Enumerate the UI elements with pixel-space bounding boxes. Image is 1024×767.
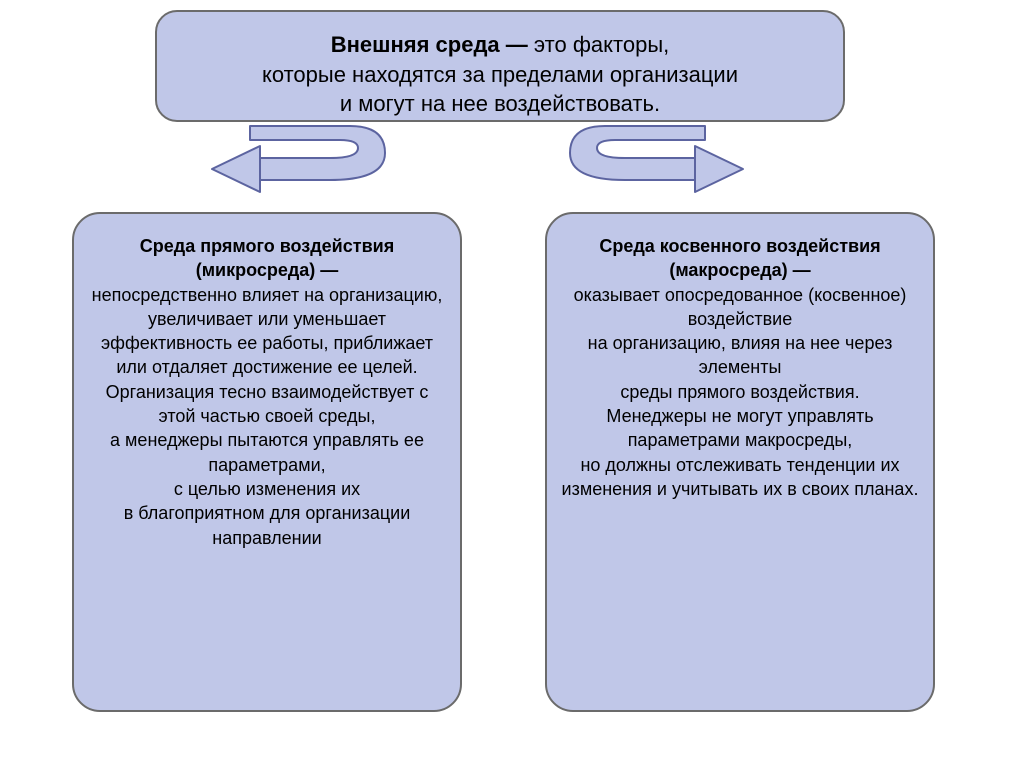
micro-title-2: (микросреда) — [88,258,446,282]
macroenvironment-box: Среда косвенного воздействия (макросреда… [545,212,935,712]
body-line: оказывает опосредованное (косвенное) воз… [561,283,919,332]
body-line: а менеджеры пытаются управлять ее параме… [88,428,446,477]
body-line: но должны отслеживать тенденции их измен… [561,453,919,502]
body-line: среды прямого воздействия. [561,380,919,404]
definition-line-3: и могут на нее воздействовать. [197,89,803,119]
macro-title-1: Среда косвенного воздействия [561,234,919,258]
body-line: с целью изменения их [88,477,446,501]
definition-line-2: которые находятся за пределами организац… [197,60,803,90]
body-line: непосредственно влияет на организацию, [88,283,446,307]
micro-title-1: Среда прямого воздействия [88,234,446,258]
arrow-right [565,118,765,208]
definition-box: Внешняя среда — это факторы, которые нах… [155,10,845,122]
macro-title-2: (макросреда) — [561,258,919,282]
body-line: увеличивает или уменьшает эффективность … [88,307,446,380]
body-line: Организация тесно взаимодействует с этой… [88,380,446,429]
body-line: параметрами макросреды, [561,428,919,452]
body-line: на организацию, влияя на нее через элеме… [561,331,919,380]
micro-body: непосредственно влияет на организацию,ув… [88,283,446,550]
macro-body: оказывает опосредованное (косвенное) воз… [561,283,919,502]
microenvironment-box: Среда прямого воздействия (микросреда) —… [72,212,462,712]
body-line: Менеджеры не могут управлять [561,404,919,428]
definition-bold: Внешняя среда — [331,32,528,57]
body-line: в благоприятном для организации направле… [88,501,446,550]
definition-line-1: Внешняя среда — это факторы, [197,30,803,60]
definition-rest: это факторы, [528,32,669,57]
arrow-left [190,118,390,208]
